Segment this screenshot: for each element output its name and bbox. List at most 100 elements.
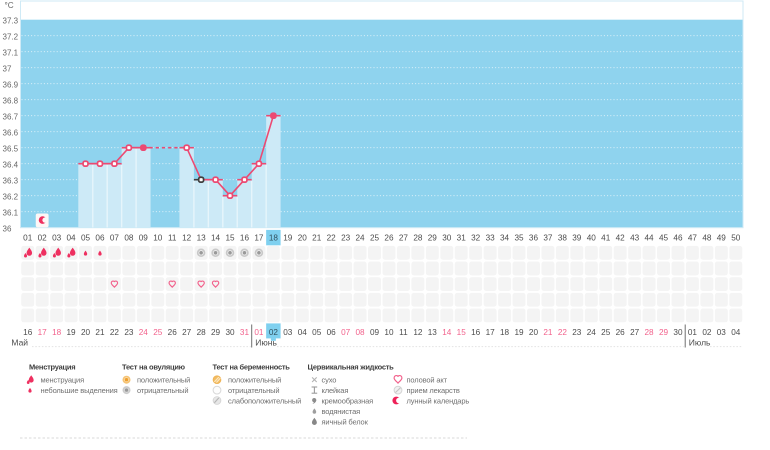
svg-text:36: 36 (3, 225, 12, 234)
svg-text:02: 02 (38, 233, 48, 242)
svg-text:Май: Май (11, 338, 28, 348)
svg-text:08: 08 (356, 328, 366, 337)
svg-text:22: 22 (110, 328, 120, 337)
svg-text:36.6: 36.6 (3, 129, 19, 138)
svg-text:водянистая: водянистая (322, 407, 361, 416)
svg-text:04: 04 (298, 328, 308, 337)
svg-text:39: 39 (572, 233, 582, 242)
svg-text:13: 13 (197, 233, 207, 242)
svg-text:18: 18 (500, 328, 510, 337)
svg-text:отрицательный: отрицательный (137, 386, 188, 395)
svg-text:28: 28 (197, 328, 207, 337)
svg-text:21: 21 (95, 328, 105, 337)
svg-text:29: 29 (659, 328, 669, 337)
svg-text:17: 17 (38, 328, 48, 337)
svg-text:02: 02 (269, 328, 279, 337)
svg-text:16: 16 (471, 328, 481, 337)
svg-text:половой акт: половой акт (407, 376, 448, 385)
svg-text:10: 10 (384, 328, 394, 337)
svg-text:36.5: 36.5 (3, 145, 19, 154)
svg-text:положительный: положительный (137, 376, 190, 385)
svg-text:°C: °C (5, 1, 14, 10)
svg-text:31: 31 (240, 328, 250, 337)
svg-text:36.8: 36.8 (3, 97, 19, 106)
svg-text:28: 28 (645, 328, 655, 337)
svg-text:43: 43 (630, 233, 640, 242)
svg-text:31: 31 (457, 233, 467, 242)
svg-text:яичный белок: яичный белок (322, 417, 369, 426)
svg-text:14: 14 (211, 233, 221, 242)
svg-text:36.3: 36.3 (3, 177, 19, 186)
svg-text:45: 45 (659, 233, 669, 242)
svg-text:01: 01 (254, 328, 264, 337)
svg-text:36.4: 36.4 (3, 161, 19, 170)
svg-text:47: 47 (688, 233, 698, 242)
svg-text:кремообразная: кремообразная (322, 397, 374, 406)
svg-text:36: 36 (529, 233, 539, 242)
svg-text:18: 18 (269, 233, 279, 242)
svg-text:лунный календарь: лунный календарь (407, 397, 470, 406)
svg-text:20: 20 (81, 328, 91, 337)
svg-text:01: 01 (23, 233, 33, 242)
svg-text:13: 13 (428, 328, 438, 337)
svg-text:Тест на беременность: Тест на беременность (213, 362, 291, 371)
svg-text:17: 17 (486, 328, 496, 337)
svg-text:37: 37 (3, 65, 12, 74)
svg-text:46: 46 (673, 233, 683, 242)
svg-text:33: 33 (486, 233, 496, 242)
svg-text:08: 08 (124, 233, 134, 242)
svg-text:23: 23 (341, 233, 351, 242)
svg-text:12: 12 (182, 233, 192, 242)
svg-text:30: 30 (673, 328, 683, 337)
svg-text:Тест на овуляцию: Тест на овуляцию (122, 362, 186, 371)
svg-text:27: 27 (630, 328, 640, 337)
svg-text:20: 20 (529, 328, 539, 337)
svg-text:26: 26 (616, 328, 626, 337)
svg-text:Менструация: Менструация (29, 362, 75, 371)
svg-text:36.7: 36.7 (3, 113, 19, 122)
svg-text:22: 22 (558, 328, 568, 337)
svg-text:10: 10 (153, 233, 163, 242)
svg-text:36.9: 36.9 (3, 81, 19, 90)
svg-text:34: 34 (500, 233, 510, 242)
svg-text:04: 04 (67, 233, 77, 242)
svg-text:25: 25 (370, 233, 380, 242)
svg-text:07: 07 (110, 233, 120, 242)
svg-text:09: 09 (370, 328, 380, 337)
svg-text:Цервикальная жидкость: Цервикальная жидкость (308, 362, 395, 371)
svg-text:14: 14 (442, 328, 452, 337)
svg-text:22: 22 (327, 233, 337, 242)
svg-text:26: 26 (384, 233, 394, 242)
svg-text:09: 09 (139, 233, 149, 242)
svg-text:05: 05 (312, 328, 322, 337)
svg-text:прием лекарств: прием лекарств (407, 386, 460, 395)
svg-text:19: 19 (283, 233, 293, 242)
svg-text:37.1: 37.1 (3, 49, 19, 58)
svg-text:менструация: менструация (41, 376, 85, 385)
svg-text:Июнь: Июнь (255, 338, 277, 348)
svg-text:небольшие выделения: небольшие выделения (41, 386, 118, 395)
svg-text:24: 24 (139, 328, 149, 337)
svg-text:положительный: положительный (228, 376, 281, 385)
svg-text:44: 44 (645, 233, 655, 242)
svg-text:40: 40 (587, 233, 597, 242)
svg-text:30: 30 (442, 233, 452, 242)
svg-text:21: 21 (312, 233, 322, 242)
svg-text:27: 27 (182, 328, 192, 337)
svg-text:03: 03 (52, 233, 62, 242)
svg-text:05: 05 (81, 233, 91, 242)
svg-text:27: 27 (399, 233, 409, 242)
svg-text:19: 19 (514, 328, 524, 337)
svg-text:15: 15 (457, 328, 467, 337)
svg-text:04: 04 (731, 328, 741, 337)
svg-text:18: 18 (52, 328, 62, 337)
svg-text:28: 28 (413, 233, 423, 242)
svg-text:23: 23 (124, 328, 134, 337)
svg-text:16: 16 (240, 233, 250, 242)
svg-text:35: 35 (514, 233, 524, 242)
svg-text:29: 29 (428, 233, 438, 242)
svg-text:11: 11 (399, 328, 408, 337)
svg-text:48: 48 (702, 233, 712, 242)
svg-text:49: 49 (717, 233, 727, 242)
svg-text:42: 42 (616, 233, 626, 242)
